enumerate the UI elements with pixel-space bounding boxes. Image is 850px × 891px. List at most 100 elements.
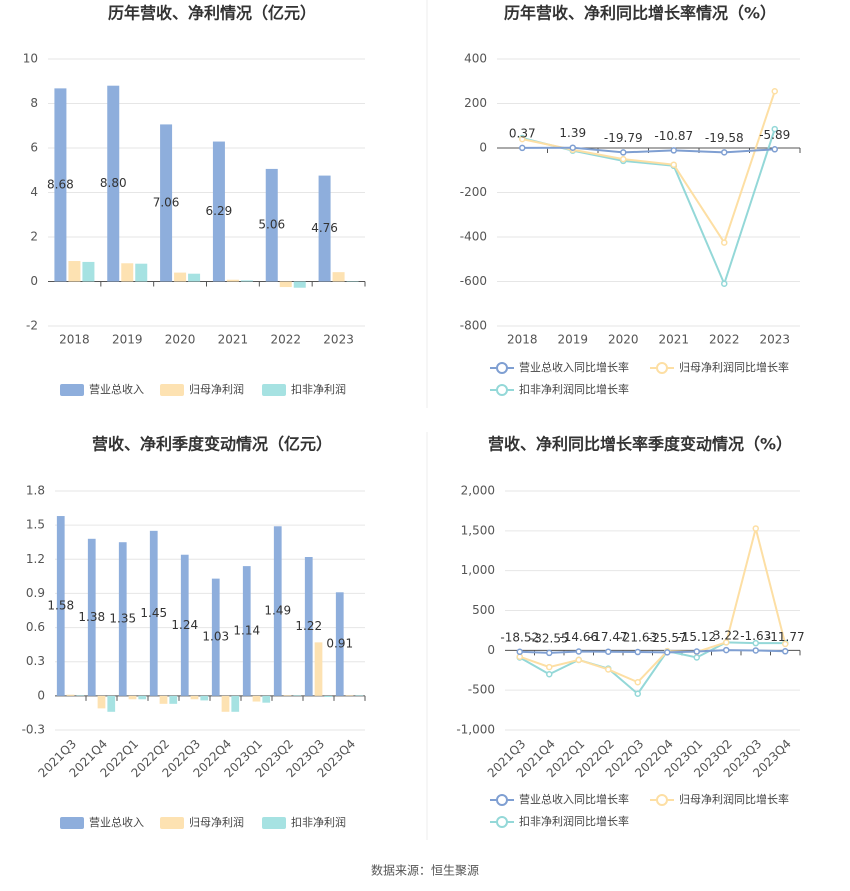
bar	[135, 263, 148, 282]
point	[546, 649, 553, 657]
point	[752, 647, 759, 654]
x-tick-label: 2021	[658, 333, 689, 347]
legend-label: 营业总收入	[89, 382, 144, 396]
bar	[54, 88, 67, 282]
data-label: -19.58	[705, 131, 744, 145]
data-label: 7.06	[153, 195, 180, 209]
bar	[68, 261, 81, 282]
y-tick-label: 0.3	[26, 654, 45, 668]
bar	[149, 530, 158, 696]
legend-swatch	[262, 384, 286, 396]
bar	[335, 592, 344, 696]
y-tick-label: 400	[464, 52, 487, 66]
y-tick-label: 500	[472, 603, 495, 617]
data-label: -5.89	[759, 128, 790, 142]
source: 数据来源：恒生聚源	[371, 863, 479, 878]
point	[664, 649, 671, 656]
point	[620, 149, 627, 156]
bar	[283, 695, 292, 696]
bar	[345, 695, 354, 696]
y-tick-label: 1.2	[26, 552, 45, 566]
point	[693, 648, 700, 655]
x-tick-label: 2022	[270, 333, 301, 347]
x-tick-label: 2023	[759, 333, 790, 347]
bar	[314, 642, 323, 696]
chart-title: 历年营收、净利同比增长率情况（%）	[504, 4, 776, 23]
point	[752, 639, 759, 647]
bar	[262, 695, 271, 703]
line	[522, 90, 776, 245]
y-tick-label: -500	[468, 683, 495, 697]
x-tick-label: 2022	[709, 333, 740, 347]
data-label: 1.22	[295, 619, 322, 633]
point	[693, 654, 700, 661]
point	[546, 670, 553, 678]
point	[575, 656, 582, 664]
x-tick-label: 2020	[608, 333, 639, 347]
bar	[180, 554, 189, 696]
point	[771, 146, 778, 153]
data-label: 1.14	[233, 623, 260, 637]
bar	[128, 695, 137, 700]
point	[670, 161, 677, 168]
point	[634, 678, 641, 686]
y-tick-label: -200	[460, 185, 487, 199]
legend-label: 营业总收入同比增长率	[519, 360, 629, 374]
y-tick-label: 0	[487, 643, 495, 657]
point	[519, 135, 526, 143]
bar	[138, 695, 147, 700]
y-tick-label: 1.8	[26, 484, 45, 498]
bar	[279, 281, 292, 288]
legend-marker	[496, 362, 508, 374]
line	[519, 641, 786, 696]
y-tick-label: 8	[30, 96, 38, 110]
legend-swatch	[60, 817, 84, 829]
point	[634, 648, 641, 656]
bar	[293, 281, 306, 288]
bar	[318, 175, 331, 282]
point	[670, 147, 677, 154]
x-tick-label: 2018	[59, 333, 90, 347]
bar	[97, 695, 106, 709]
point	[723, 639, 730, 646]
legend-swatch	[262, 817, 286, 829]
line	[522, 146, 775, 154]
point	[516, 648, 523, 656]
point	[771, 125, 778, 133]
bar	[76, 695, 85, 696]
point	[782, 648, 789, 655]
data-label: -17.47	[589, 630, 628, 644]
y-tick-label: -600	[460, 274, 487, 288]
data-label: -25.57	[648, 631, 687, 645]
point	[605, 648, 612, 655]
data-label: -21.63	[618, 631, 657, 645]
y-tick-label: -1,000	[456, 723, 495, 737]
data-label: 4.76	[311, 221, 338, 235]
data-label: 5.06	[258, 218, 285, 232]
x-tick-label: 2018	[507, 333, 538, 347]
y-tick-label: 2	[30, 230, 38, 244]
data-label: -15.12	[677, 630, 716, 644]
y-tick-label: 0	[37, 688, 45, 702]
point	[721, 149, 728, 156]
data-label: 1.58	[47, 598, 74, 612]
bar	[118, 542, 127, 696]
data-label: 1.35	[109, 612, 136, 626]
y-tick-label: -400	[460, 230, 487, 244]
y-tick-label: 0.6	[26, 620, 45, 634]
y-tick-label: 1.5	[26, 518, 45, 532]
line	[519, 528, 787, 684]
bar	[107, 695, 116, 712]
bar	[82, 261, 95, 282]
bar	[121, 263, 134, 282]
data-label: 1.39	[559, 126, 586, 140]
data-label: -10.87	[654, 129, 693, 143]
bar	[226, 279, 239, 282]
data-label: 6.29	[206, 204, 233, 218]
legend-marker	[496, 384, 508, 396]
bar	[190, 695, 199, 700]
bar	[231, 695, 240, 712]
data-label: -11.77	[766, 630, 805, 644]
point	[605, 666, 612, 673]
